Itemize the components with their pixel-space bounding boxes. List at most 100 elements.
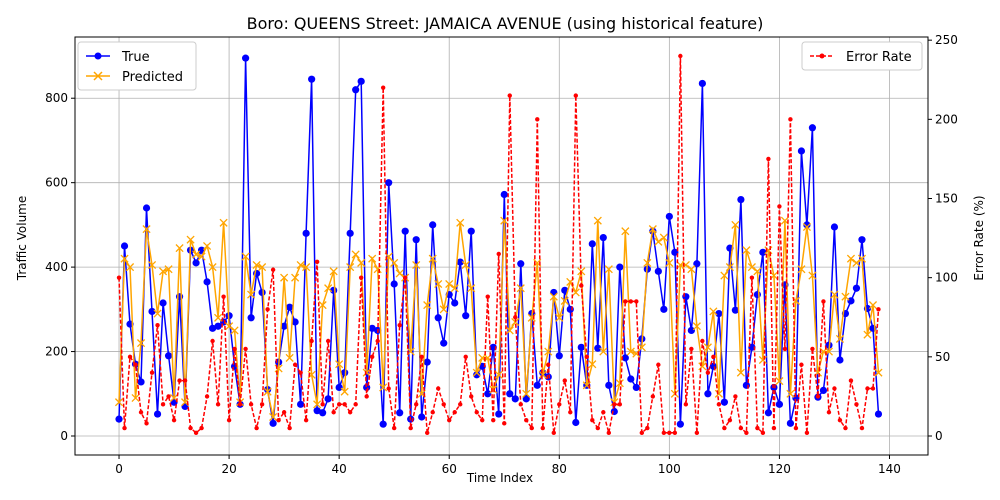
error-rate-point [276, 417, 281, 423]
true-point [522, 395, 530, 403]
y-left-tick-label: 400 [45, 260, 68, 274]
error-rate-point [810, 346, 815, 352]
error-rate-point [628, 299, 634, 304]
true-point [698, 79, 706, 88]
true-point [242, 54, 250, 62]
true-point [247, 314, 255, 322]
error-rate-point [744, 430, 749, 436]
true-point [153, 410, 162, 418]
true-point [759, 248, 767, 256]
true-point [137, 378, 145, 386]
true-point [632, 383, 640, 392]
true-point [440, 339, 448, 347]
true-point [495, 410, 503, 418]
error-rate-point [606, 430, 612, 436]
true-point [555, 352, 563, 360]
error-rate-point [221, 294, 226, 299]
grid-layer [75, 37, 928, 455]
predicted-point [379, 383, 388, 392]
error-rate-point [876, 307, 881, 312]
predicted-point [703, 343, 712, 352]
legend-true-marker [94, 52, 102, 60]
error-rate-point [661, 430, 667, 436]
predicted-point [626, 347, 635, 356]
predicted-point [269, 412, 278, 422]
true-point [280, 322, 288, 330]
true-point [616, 263, 624, 271]
error-rate-point [678, 53, 683, 59]
predicted-point [489, 385, 498, 394]
error-rate-point [391, 425, 397, 431]
true-point [484, 390, 492, 398]
error-rate-point [826, 410, 832, 415]
predicted-point [219, 218, 228, 227]
true-point [341, 369, 349, 377]
x-tick-label: 0 [115, 462, 123, 476]
predicted-point [720, 271, 729, 280]
true-point [286, 303, 294, 311]
error-rate-point [683, 402, 689, 407]
y-right-tick-label: 100 [935, 271, 958, 285]
error-rate-point [733, 394, 738, 399]
x-tick-label: 100 [658, 462, 681, 476]
predicted-point [549, 292, 558, 301]
predicted-point [588, 360, 597, 369]
error-rate-point [215, 402, 221, 407]
error-rate-point [347, 410, 353, 415]
error-rate-point [248, 402, 254, 407]
predicted-point [736, 368, 745, 377]
error-rate-point [738, 425, 744, 431]
true-point [874, 410, 883, 418]
true-point [208, 324, 217, 332]
predicted-point [709, 307, 718, 316]
error-rate-point [612, 402, 617, 407]
true-point [159, 299, 167, 307]
predicted-point [714, 389, 723, 398]
error-rate-point [799, 362, 804, 367]
predicted-point [395, 269, 404, 278]
predicted-point [786, 389, 795, 398]
error-rate-point [711, 354, 716, 360]
error-rate-point [155, 322, 160, 328]
predicted-point [516, 284, 525, 293]
predicted-point [731, 220, 740, 229]
error-rate-point [518, 402, 523, 407]
predicted-point [280, 273, 289, 282]
error-rate-point [458, 402, 463, 407]
true-point [506, 390, 514, 398]
true-point [819, 386, 828, 394]
true-point [731, 306, 739, 314]
error-rate-point [766, 156, 771, 162]
predicted-point [164, 265, 173, 274]
error-rate-point [716, 402, 722, 407]
predicted-point [835, 334, 845, 343]
y-left-tick-label: 800 [45, 91, 68, 105]
error-rate-point [199, 425, 204, 431]
predicted-point [599, 347, 608, 356]
true-point [269, 419, 277, 427]
error-rate-point [116, 275, 122, 280]
true-point [313, 407, 321, 415]
predicted-point [324, 284, 333, 293]
error-rate-point [386, 386, 391, 391]
error-rate-point [320, 402, 325, 407]
error-rate-point [540, 425, 545, 431]
true-point [324, 395, 332, 403]
legend-predicted-marker [93, 71, 103, 81]
error-rate-point [474, 410, 479, 415]
true-point [302, 229, 310, 237]
error-rate-point [667, 430, 672, 436]
predicted-point [291, 273, 300, 282]
true-point [203, 278, 211, 286]
true-point [572, 418, 580, 427]
predicted-point [742, 246, 751, 255]
y-axis-left-label: Traffic Volume [15, 196, 29, 282]
y-left-tick-label: 200 [45, 345, 68, 359]
predicted-point [214, 313, 223, 322]
error-rate-point [573, 93, 578, 98]
y-left-tick-label: 600 [45, 176, 68, 190]
error-rate-point [837, 417, 843, 423]
true-point [418, 413, 426, 421]
predicted-point [428, 254, 437, 263]
error-rate-point [859, 425, 865, 431]
